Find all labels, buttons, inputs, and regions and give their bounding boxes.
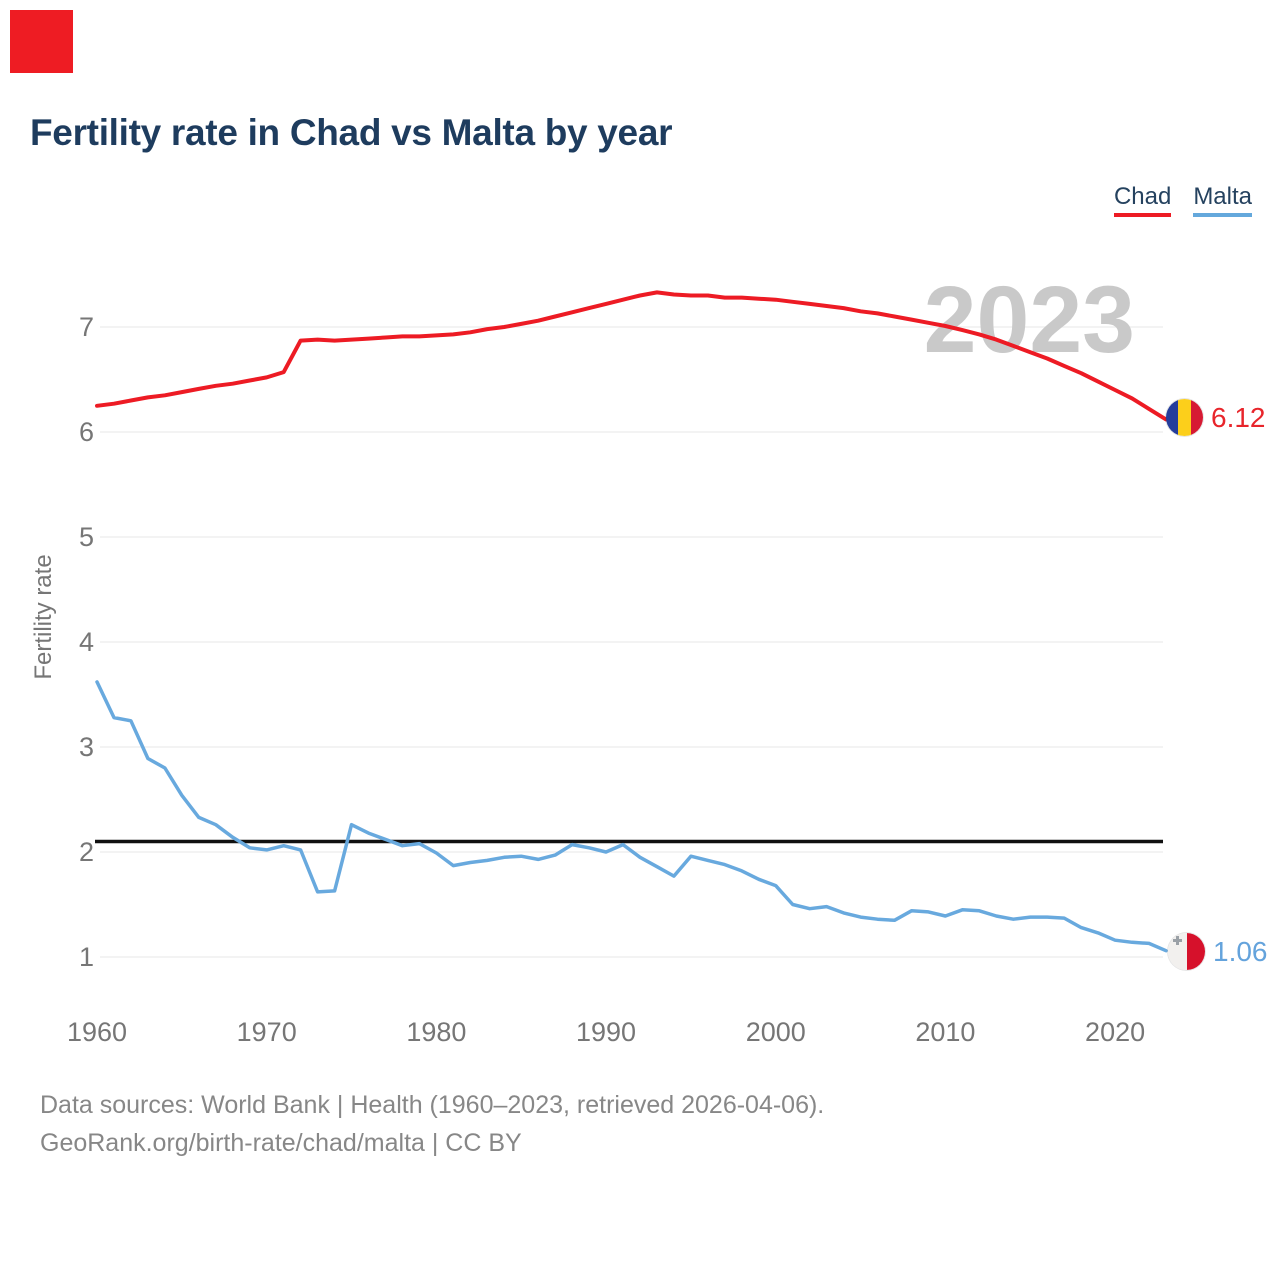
legend: Chad Malta — [1113, 184, 1252, 217]
year-watermark: 2023 — [924, 267, 1135, 373]
x-tick-label: 1970 — [237, 1017, 297, 1047]
line-layer — [95, 290, 1168, 953]
malta-line — [95, 680, 1168, 953]
chad-end-label: 6.12 — [1166, 399, 1266, 436]
y-tick-label: 7 — [79, 312, 94, 342]
y-tick-label: 5 — [79, 522, 94, 552]
footer: Data sources: World Bank | Health (1960–… — [40, 1086, 824, 1162]
malta-end-value: 1.06 — [1213, 935, 1268, 967]
chad-flag-icon — [1166, 399, 1203, 436]
chad-flag-yellow-stripe — [1178, 399, 1191, 436]
malta-end-label: 1.06 — [1168, 933, 1268, 970]
malta-flag-icon — [1168, 933, 1205, 970]
grid-layer: 1 2 3 4 5 6 7 1960 1970 1980 1990 2000 2010 2020 — [67, 312, 1163, 1047]
y-tick-label: 2 — [79, 837, 94, 867]
page-title: Fertility rate in Chad vs Malta by year — [30, 112, 673, 153]
y-tick-label: 3 — [79, 732, 94, 762]
chad-end-value: 6.12 — [1211, 401, 1266, 433]
footer-sources-line: Data sources: World Bank | Health (1960–… — [40, 1091, 825, 1119]
x-tick-label: 1980 — [406, 1017, 466, 1047]
footer-attribution-line: GeoRank.org/birth-rate/chad/malta | CC B… — [40, 1129, 522, 1157]
x-tick-label: 2000 — [746, 1017, 806, 1047]
chad-line — [95, 290, 1168, 422]
malta-flag-red-half — [1186, 933, 1205, 970]
x-tick-label: 1990 — [576, 1017, 636, 1047]
x-tick-label: 2020 — [1085, 1017, 1145, 1047]
y-tick-label: 1 — [79, 942, 94, 972]
y-tick-label: 6 — [79, 417, 94, 447]
y-tick-label: 4 — [79, 627, 94, 657]
y-axis-title: Fertility rate — [30, 554, 57, 680]
x-tick-label: 2010 — [915, 1017, 975, 1047]
chad-flag-red-stripe — [1190, 399, 1203, 436]
x-tick-label: 1960 — [67, 1017, 127, 1047]
chad-flag-blue-stripe — [1166, 399, 1179, 436]
george-cross-icon — [1173, 936, 1182, 945]
legend-item-malta[interactable]: Malta — [1193, 184, 1252, 217]
malta-flag-white-half — [1168, 933, 1187, 970]
corner-marker — [10, 10, 73, 73]
legend-item-chad[interactable]: Chad — [1113, 184, 1172, 217]
